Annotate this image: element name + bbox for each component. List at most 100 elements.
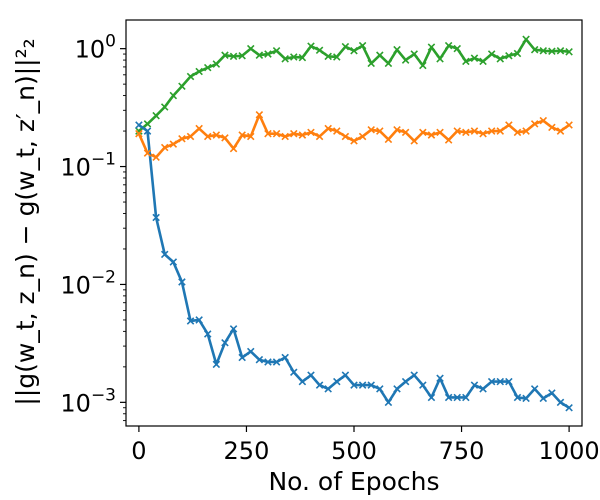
y-axis-minor-ticks [123,53,126,422]
data-point-marker [496,377,505,386]
data-point-marker [444,136,453,144]
data-point-marker [410,371,418,379]
data-point-marker [419,128,427,137]
data-point-marker [410,137,418,145]
data-point-marker [143,149,152,157]
series-line-1 [138,38,570,133]
data-point-marker [513,128,522,137]
data-point-marker [203,132,212,141]
series-markers [135,35,573,412]
data-point-marker [143,120,152,128]
data-point-marker [522,127,530,135]
data-point-marker [186,317,195,325]
data-point-marker [178,278,186,286]
data-point-marker [350,381,358,389]
data-point-marker [548,123,556,132]
data-point-marker [556,46,565,55]
data-point-marker [384,135,393,144]
data-point-marker [246,132,255,141]
data-point-marker [178,135,186,143]
data-point-marker [401,377,410,386]
data-point-marker [393,126,401,134]
data-point-marker [298,53,307,62]
data-point-marker [152,111,160,120]
data-point-marker [324,124,332,133]
data-point-marker [341,371,350,379]
series-line-3 [138,123,570,409]
data-point-marker [505,52,513,60]
data-point-marker [367,59,375,68]
data-point-marker [530,385,539,393]
data-point-marker [513,49,522,58]
data-point-marker [212,60,221,68]
data-point-marker [496,127,505,135]
data-point-marker [341,42,350,51]
data-point-marker [135,129,143,138]
data-point-marker [169,258,178,266]
x-axis-label: No. of Epochs [268,467,439,496]
data-point-marker [539,394,548,403]
data-point-marker [238,353,246,362]
data-point-marker [401,56,410,64]
data-point-marker [212,131,221,139]
data-point-marker [410,50,418,58]
series-line-2 [137,113,570,159]
data-point-marker [419,381,427,389]
data-point-marker [264,358,272,366]
data-point-marker [565,121,573,129]
data-point-marker [462,128,470,137]
data-point-marker [513,393,522,402]
x-axis-ticks: 0 250 500 750 1000 [131,426,600,465]
data-point-marker [195,316,203,324]
data-point-marker [401,128,410,137]
data-point-marker [186,72,195,81]
data-point-marker [384,59,393,68]
data-point-marker [487,50,496,58]
series-lines [137,38,570,409]
data-point-marker [333,53,341,61]
data-point-marker [143,127,152,135]
y-axis-label: ||g(w_t, z_n) − g(w_t, z′_n)||²₂ [11,38,40,405]
data-point-marker [212,360,221,369]
data-point-marker [427,393,436,402]
data-point-marker [290,53,298,61]
data-point-marker [367,126,375,134]
data-point-marker [315,46,324,54]
data-point-marker [505,377,513,386]
data-point-marker [470,54,479,62]
data-point-marker [419,61,427,70]
data-point-marker [272,129,281,138]
data-point-marker [307,128,315,137]
data-point-marker [556,127,565,135]
data-point-marker [281,353,289,362]
data-point-marker [565,48,573,56]
x-tick-label: 1000 [539,437,600,465]
data-point-marker [444,41,453,50]
data-point-marker [453,44,462,53]
data-point-marker [238,131,246,139]
data-point-marker [376,51,384,59]
data-point-marker [350,137,358,145]
data-point-marker [160,103,169,111]
data-point-marker [479,129,487,138]
data-point-marker [186,132,195,141]
data-point-marker [556,398,565,407]
data-point-marker [436,55,444,63]
x-tick-label: 500 [331,437,377,465]
data-point-marker [152,153,160,161]
data-point-marker [203,330,212,338]
data-point-marker [341,132,350,141]
y-tick-label: 100 [75,32,116,64]
data-point-marker [178,82,186,90]
data-point-marker [487,127,496,135]
data-point-marker [358,381,367,389]
data-point-marker [444,393,453,402]
data-point-marker [229,325,238,333]
data-point-marker [427,43,436,51]
data-point-marker [376,127,384,135]
data-point-marker [427,131,436,139]
data-point-marker [307,42,315,50]
data-point-marker [333,127,341,135]
data-point-marker [255,110,264,119]
data-point-marker [393,385,401,393]
